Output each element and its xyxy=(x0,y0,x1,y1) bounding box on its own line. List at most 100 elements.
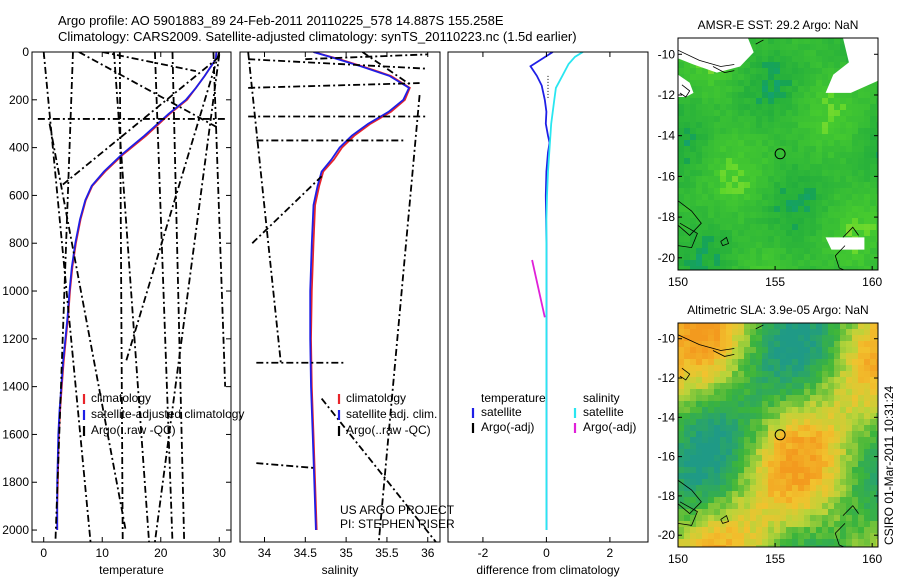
map-cell xyxy=(744,218,751,225)
map-cell xyxy=(762,62,769,69)
map-cell xyxy=(756,152,763,159)
map-cell xyxy=(768,182,775,189)
map-cell xyxy=(684,371,691,378)
map-cell xyxy=(774,188,781,195)
map-cell xyxy=(696,539,703,546)
map-cell xyxy=(762,224,769,231)
map-cell xyxy=(762,425,769,432)
map-cell xyxy=(786,242,793,249)
map-cell xyxy=(684,521,691,528)
map-cell xyxy=(810,242,817,249)
map-cell xyxy=(708,473,715,480)
map-cell xyxy=(864,413,871,420)
map-cell xyxy=(786,224,793,231)
map-cell xyxy=(738,461,745,468)
map-cell xyxy=(756,509,763,516)
map-cell xyxy=(798,323,805,330)
map-cell xyxy=(774,140,781,147)
map-cell xyxy=(840,98,847,105)
map-cell xyxy=(738,521,745,528)
map-cell xyxy=(852,443,859,450)
map-cell xyxy=(804,218,811,225)
map-cell xyxy=(840,539,847,546)
map-cell xyxy=(702,170,709,177)
map-cell xyxy=(714,491,721,498)
map-cell xyxy=(774,194,781,201)
map-cell xyxy=(810,38,817,45)
map-cell xyxy=(774,200,781,207)
map-cell xyxy=(708,176,715,183)
map-cell xyxy=(714,383,721,390)
map-cell xyxy=(846,212,853,219)
map-cell xyxy=(792,359,799,366)
map-cell xyxy=(678,134,685,141)
map-cell xyxy=(846,509,853,516)
map-cell xyxy=(714,80,721,87)
map-cell xyxy=(684,431,691,438)
x-tick-label: 160 xyxy=(862,552,882,566)
map-cell xyxy=(846,335,853,342)
map-cell xyxy=(684,425,691,432)
map-cell xyxy=(816,230,823,237)
map-cell xyxy=(756,371,763,378)
map-cell xyxy=(732,371,739,378)
map-cell xyxy=(702,92,709,99)
map-cell xyxy=(810,509,817,516)
map-cell xyxy=(690,74,697,81)
map-cell xyxy=(726,182,733,189)
map-cell xyxy=(840,509,847,516)
map-cell xyxy=(864,485,871,492)
map-cell xyxy=(774,479,781,486)
map-cell xyxy=(720,164,727,171)
map-cell xyxy=(786,425,793,432)
map-cell xyxy=(726,218,733,225)
map-cell xyxy=(690,425,697,432)
map-cell xyxy=(690,341,697,348)
map-cell xyxy=(732,431,739,438)
map-cell xyxy=(822,353,829,360)
map-cell xyxy=(714,236,721,243)
map-cell xyxy=(864,98,871,105)
map-cell xyxy=(822,341,829,348)
map-cell xyxy=(768,146,775,153)
map-cell xyxy=(708,341,715,348)
map-cell xyxy=(852,395,859,402)
map-cell xyxy=(696,509,703,516)
map-cell xyxy=(804,134,811,141)
map-cell xyxy=(750,347,757,354)
map-cell xyxy=(774,92,781,99)
map-cell xyxy=(732,122,739,129)
map-cell xyxy=(714,200,721,207)
map-cell xyxy=(786,347,793,354)
map-cell xyxy=(828,425,835,432)
map-cell xyxy=(696,176,703,183)
map-cell xyxy=(858,341,865,348)
difference-series-salinity-argo-adj--line xyxy=(531,259,546,318)
map-cell xyxy=(798,365,805,372)
map-cell xyxy=(762,497,769,504)
map-cell xyxy=(876,341,878,348)
map-cell xyxy=(756,212,763,219)
map-cell xyxy=(846,329,853,336)
map-cell xyxy=(846,491,853,498)
map-cell xyxy=(798,527,805,534)
map-cell xyxy=(678,455,685,462)
map-cell xyxy=(726,164,733,171)
map-cell xyxy=(870,347,877,354)
x-tick-label: 155 xyxy=(765,275,785,289)
map-cell xyxy=(822,212,829,219)
map-cell xyxy=(720,521,727,528)
map-cell xyxy=(876,188,878,195)
map-cell xyxy=(870,533,877,540)
map-cell xyxy=(810,164,817,171)
map-cell xyxy=(876,383,878,390)
map-cell xyxy=(804,230,811,237)
map-cell xyxy=(756,383,763,390)
map-cell xyxy=(720,134,727,141)
map-cell xyxy=(768,56,775,63)
map-cell xyxy=(774,425,781,432)
map-cell xyxy=(834,122,841,129)
map-cell xyxy=(720,359,727,366)
map-cell xyxy=(702,497,709,504)
map-cell xyxy=(816,188,823,195)
